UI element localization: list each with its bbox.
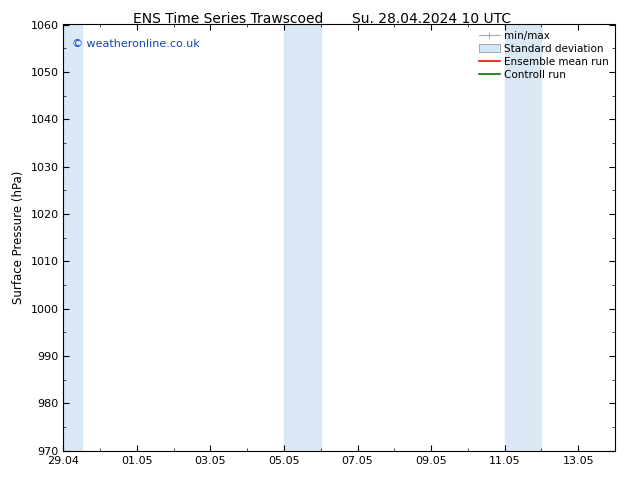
Bar xyxy=(63,24,82,451)
Bar xyxy=(505,24,541,451)
Text: ENS Time Series Trawscoed: ENS Time Series Trawscoed xyxy=(133,12,323,26)
Y-axis label: Surface Pressure (hPa): Surface Pressure (hPa) xyxy=(12,171,25,304)
Bar xyxy=(284,24,321,451)
Text: © weatheronline.co.uk: © weatheronline.co.uk xyxy=(72,39,200,49)
Legend: min/max, Standard deviation, Ensemble mean run, Controll run: min/max, Standard deviation, Ensemble me… xyxy=(475,26,613,84)
Text: Su. 28.04.2024 10 UTC: Su. 28.04.2024 10 UTC xyxy=(352,12,510,26)
